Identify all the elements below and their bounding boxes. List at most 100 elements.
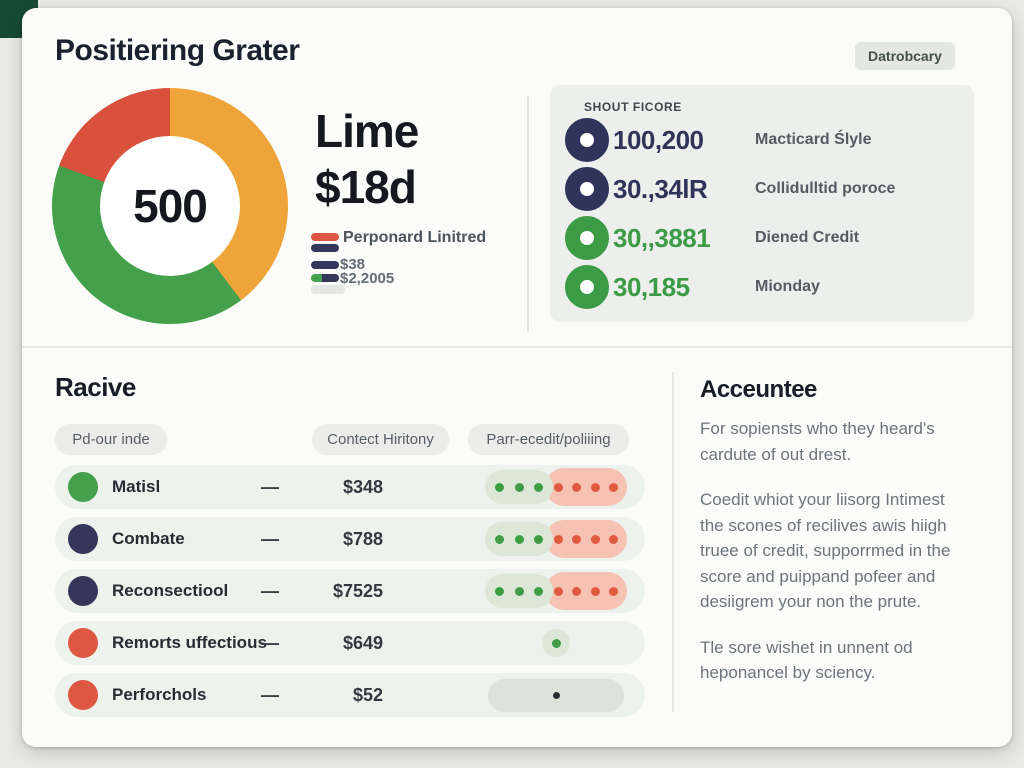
dot-icon (572, 586, 582, 596)
table-row[interactable]: Perforchols — $52 (55, 673, 645, 717)
chart-legend: Perponard Linitred $38 $2,2005 (311, 229, 551, 305)
datrobcary-button[interactable]: Datrobcary (855, 42, 955, 70)
dot-icon (608, 482, 618, 492)
dot-icon (514, 534, 524, 544)
good-dots-pill (485, 522, 553, 556)
row-dash: — (261, 632, 279, 653)
score-value: 30,185 (613, 271, 690, 302)
row-label: Matisl (112, 477, 161, 496)
dot-icon (533, 482, 543, 492)
good-dots-pill (485, 470, 553, 504)
row-label: Combate (112, 529, 185, 548)
summary-title-line2: $18d (315, 161, 417, 213)
single-green-dot (542, 629, 570, 657)
donut-center-value: 500 (133, 180, 208, 232)
row-dash: — (261, 684, 279, 705)
row-status-dot (68, 524, 98, 554)
single-dark-dot-pill (488, 678, 624, 712)
score-row: 30,185 Mionday (550, 265, 974, 309)
score-label: Mionday (755, 278, 820, 295)
column-header-contect-hiritony[interactable]: Contect Hiritony (312, 424, 449, 455)
donut-chart: 500 (52, 88, 288, 324)
dot-icon (551, 638, 561, 648)
dot-icon (608, 534, 618, 544)
legend-swatch-navy (311, 244, 339, 252)
score-row: 100,200 Macticard Ślyle (550, 118, 974, 162)
table-row[interactable]: Matisl — $348 (55, 465, 645, 509)
row-status-dot (68, 628, 98, 658)
dot-icon (495, 482, 505, 492)
column-header-parr-ecedit[interactable]: Parr-ecedit/poliiing (468, 424, 629, 455)
summary-title-line1: Lime (315, 105, 419, 157)
donut-center: 500 (100, 136, 240, 276)
dot-icon (554, 482, 564, 492)
dot-icon (495, 586, 505, 596)
score-value: 30.,34lR (613, 173, 708, 204)
swatch-half-green (311, 274, 323, 282)
score-panel: SHOUT FICORE 100,200 Macticard Ślyle 30.… (550, 85, 974, 322)
dot-icon (514, 482, 524, 492)
vertical-divider-bottom (672, 372, 674, 712)
risk-indicator (485, 621, 627, 665)
column-header-pd-our-inde[interactable]: Pd-our inde (55, 424, 167, 455)
risk-indicator (485, 517, 627, 561)
page-title: Positiering Grater (55, 34, 300, 67)
dot-icon (572, 482, 582, 492)
ring-icon (565, 167, 609, 211)
row-amount: $348 (342, 476, 383, 497)
dot-icon (590, 586, 600, 596)
main-card: Positiering Grater Datrobcary 500 Lime $… (22, 8, 1012, 747)
score-row: 30,,3881 Diened Credit (550, 216, 974, 260)
bad-dots-pill (545, 468, 627, 506)
table-row[interactable]: Combate — $788 (55, 517, 645, 561)
good-dots-pill (485, 574, 553, 608)
dot-icon (552, 691, 560, 699)
row-label: Remorts uffectious (112, 633, 267, 652)
score-label: Collidulltid poroce (755, 180, 896, 197)
ring-icon (565, 118, 609, 162)
bad-dots-pill (545, 572, 627, 610)
row-status-dot (68, 576, 98, 606)
score-value: 30,,3881 (613, 222, 711, 253)
dot-icon (590, 534, 600, 544)
table-row[interactable]: Reconsectiool — $7525 (55, 569, 645, 613)
info-paragraph: Coedit whiot your liisorg Intimest the s… (700, 490, 951, 611)
score-label: Macticard Ślyle (755, 131, 872, 148)
swatch-half-navy (322, 274, 339, 282)
info-section-title: Acceuntee (700, 376, 817, 403)
legend-label: $38 (340, 256, 366, 273)
score-row: 30.,34lR Collidulltid poroce (550, 167, 974, 211)
legend-label: Perponard Linitred (343, 229, 487, 246)
info-paragraph: Tle sore wishet in unnent od heponancel … (700, 637, 913, 683)
dot-icon (572, 534, 582, 544)
legend-swatch-navy-2 (311, 261, 339, 269)
row-dash: — (261, 476, 279, 497)
info-paragraph: For sopiensts who they heard's cardute o… (700, 419, 935, 464)
dot-icon (514, 586, 524, 596)
row-label: Reconsectiool (112, 581, 229, 600)
risk-indicator (485, 465, 627, 509)
score-panel-header: SHOUT FICORE (584, 100, 682, 114)
info-paragraphs: For sopiensts who they heard's cardute o… (700, 416, 968, 686)
legend-swatch-split (311, 274, 339, 282)
vertical-divider-top (527, 96, 529, 332)
row-status-dot (68, 680, 98, 710)
table-section-title: Racive (55, 372, 136, 402)
ring-icon (565, 265, 609, 309)
dot-icon (590, 482, 600, 492)
row-label: Perforchols (112, 685, 207, 704)
dot-icon (554, 534, 564, 544)
dot-icon (495, 534, 505, 544)
row-amount: $649 (342, 632, 383, 653)
row-amount: $52 (352, 684, 383, 705)
row-amount: $788 (342, 528, 383, 549)
score-label: Diened Credit (755, 229, 860, 246)
legend-label: $2,2005 (340, 270, 395, 287)
row-amount: $7525 (332, 580, 383, 601)
dot-icon (533, 534, 543, 544)
score-value: 100,200 (613, 124, 704, 155)
table-row[interactable]: Remorts uffectious — $649 (55, 621, 645, 665)
dot-icon (533, 586, 543, 596)
dot-icon (608, 586, 618, 596)
